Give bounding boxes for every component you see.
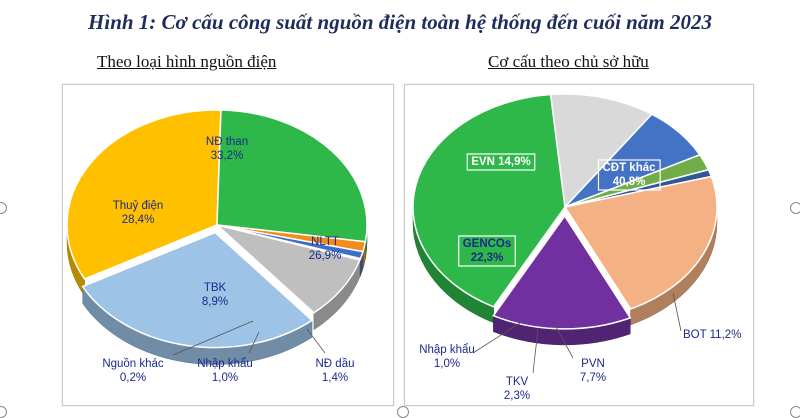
leader-line-pvn — [554, 324, 574, 359]
pie-slice-nltt — [216, 109, 368, 243]
pie-top-layer — [66, 109, 368, 349]
slice-value: 1,0% — [212, 372, 238, 384]
pie-slice-nd-than — [66, 109, 222, 280]
label-box-evn — [466, 153, 536, 171]
slice-value: 26,9% — [309, 250, 342, 262]
pie-slice-bot — [549, 93, 654, 209]
right-pie-chart: CĐT khác 40,8% BOT 11,2% PVN 7,7% TKV 2,3% Nhập… — [412, 93, 741, 402]
slice-value: 2,3% — [504, 390, 530, 402]
pie-label-layer: CĐT khác 40,8% BOT 11,2% PVN 7,7% TKV 2,3% Nhập… — [419, 153, 741, 402]
right-chart-panel: CĐT khác 40,8% BOT 11,2% PVN 7,7% TKV 2,3% Nhập… — [404, 84, 754, 406]
slice-label-tkv: TKV 2,3% — [504, 376, 530, 402]
slice-label-bot: BOT 11,2% — [683, 329, 741, 341]
slice-label-tbk: TBK 8,9% — [202, 282, 228, 308]
leader-line-tkv — [532, 328, 539, 374]
leader-line-bot — [672, 292, 682, 332]
slice-name: NLTT — [311, 236, 339, 248]
slice-name: Thuỷ điện — [113, 200, 164, 212]
pie-slice-evn — [492, 214, 632, 330]
slice-name: Nguồn khác — [102, 358, 164, 370]
slice-label-thuy-dien: Thuỷ điện 28,4% — [113, 200, 164, 226]
slice-label-nd-than: NĐ than 33,2% — [206, 136, 248, 162]
slice-value: 11,2% — [706, 329, 741, 341]
slice-name: TKV — [506, 376, 529, 388]
pie-slice-cdt-khac — [412, 93, 566, 308]
slice-label-nhap-khau: Nhập khẩu 1,0% — [419, 344, 475, 370]
pie-slice-thuy-dien — [81, 231, 314, 349]
left-chart-title: Theo loại hình nguồn điện — [97, 52, 277, 71]
slice-label-evn: EVN 14,9% — [471, 156, 530, 168]
slice-value: 7,7% — [580, 372, 606, 384]
pie-label-layer: NĐ than 33,2% NLTT 26,9% NĐ dầu 1,4% Nhập khẩu… — [102, 136, 354, 384]
resize-handle-left[interactable] — [0, 202, 7, 214]
slice-name: BOT — [683, 329, 707, 341]
pie-top-layer — [412, 93, 718, 330]
resize-handle-right[interactable] — [790, 202, 800, 214]
slice-name: EVN — [471, 156, 495, 168]
slice-name: CĐT khác — [602, 162, 656, 174]
resize-handle-bottom[interactable] — [397, 406, 409, 418]
left-chart-panel: NĐ than 33,2% NLTT 26,9% NĐ dầu 1,4% Nhập khẩu… — [62, 84, 394, 406]
slice-label-nd-dau: NĐ dầu 1,4% — [316, 358, 355, 384]
slice-value: 22,3% — [471, 252, 504, 264]
leader-line-nguon-khac — [172, 320, 254, 356]
slice-name: NĐ dầu — [316, 358, 355, 370]
slice-value: 1,0% — [434, 358, 460, 370]
pie-depth-layer — [412, 206, 718, 346]
resize-handle-bottom-right[interactable] — [790, 406, 800, 418]
pie-slice-tbk — [216, 224, 361, 314]
pie-slice-gencos — [563, 175, 718, 310]
slice-name: PVN — [581, 358, 605, 370]
slice-name: GENCOs — [463, 238, 512, 250]
slice-value: 1,4% — [322, 372, 348, 384]
slice-name: NĐ than — [206, 136, 248, 148]
slice-name: TBK — [204, 282, 227, 294]
slice-name: Nhập khẩu — [419, 344, 475, 356]
slice-label-nguon-khac: Nguồn khác 0,2% — [102, 358, 164, 384]
slice-value: 28,4% — [122, 214, 155, 226]
slice-label-cdt-khac: CĐT khác 40,8% — [602, 162, 656, 188]
slice-value: 40,8% — [613, 176, 646, 188]
resize-handle-bottom-left[interactable] — [0, 406, 7, 418]
slice-value: 8,9% — [202, 296, 228, 308]
left-pie-chart: NĐ than 33,2% NLTT 26,9% NĐ dầu 1,4% Nhập khẩu… — [66, 109, 368, 384]
label-box-cdt-khac — [597, 159, 661, 191]
slice-value: 14,9% — [495, 156, 531, 168]
slice-label-nltt: NLTT 26,9% — [309, 236, 342, 262]
slice-value: 33,2% — [211, 150, 244, 162]
leader-line-nhap-khau — [472, 320, 524, 354]
leader-line-nd-dau — [306, 328, 326, 354]
slice-label-nhap-khau: Nhập khẩu 1,0% — [197, 358, 253, 384]
slice-label-gencos: GENCOs 22,3% — [463, 238, 512, 264]
right-chart-title: Cơ cấu theo chủ sở hữu — [488, 52, 649, 71]
leader-line-nhap-khau — [248, 331, 260, 354]
label-box-gencos — [458, 235, 516, 267]
figure-title: Hình 1: Cơ cấu công suất nguồn điện toàn… — [88, 10, 712, 34]
slice-label-pvn: PVN 7,7% — [580, 358, 606, 384]
slice-name: Nhập khẩu — [197, 358, 253, 370]
slice-value: 0,2% — [120, 372, 146, 384]
